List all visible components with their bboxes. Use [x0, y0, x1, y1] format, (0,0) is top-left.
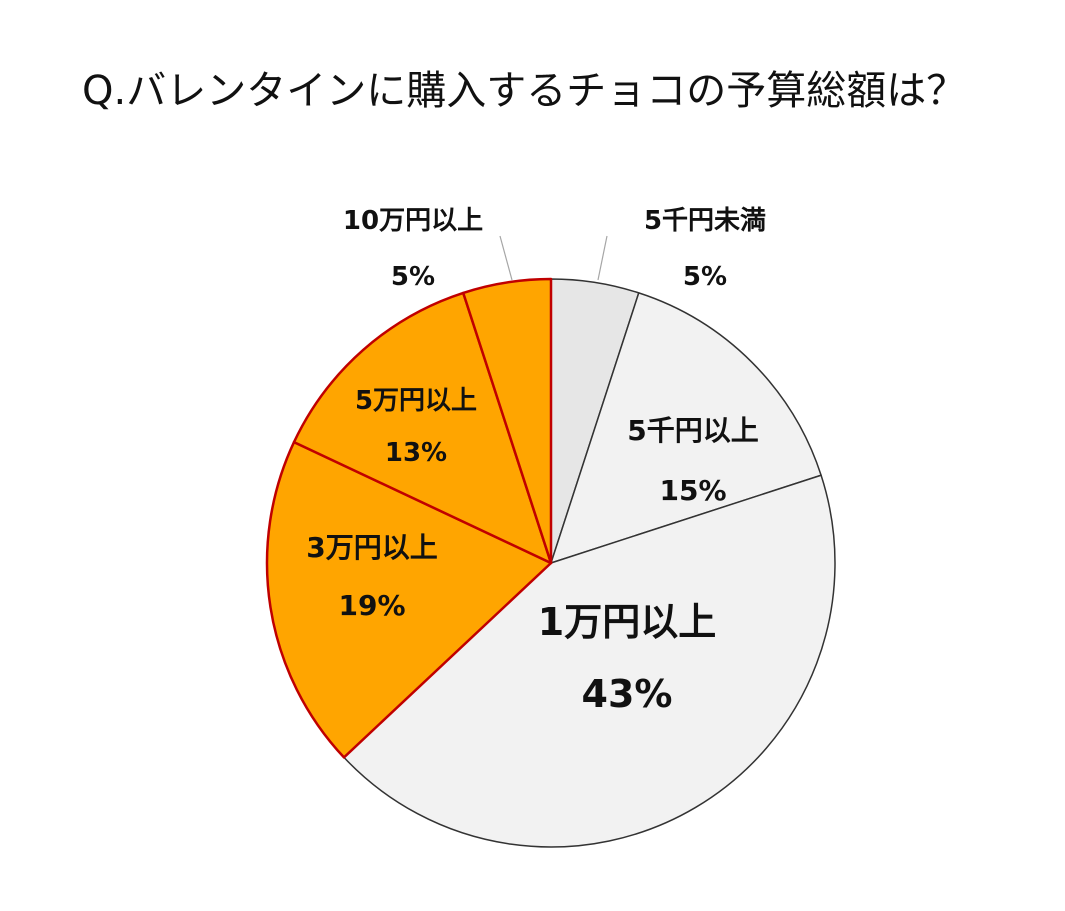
slice-label-6: 10万円以上: [343, 206, 483, 236]
chart-title: Q.バレンタインに購入するチョコの予算総額は？: [82, 68, 967, 114]
pie-slice-2: [550, 292, 822, 564]
slice-label-1: 5千円未満: [644, 206, 766, 236]
slice-percent-1: 5%: [683, 262, 727, 292]
slice-percent-4: 19%: [338, 589, 405, 622]
slice-label-4: 3万円以上: [306, 531, 437, 564]
pie-slice-5: [292, 291, 553, 565]
leader-line-6: [499, 235, 513, 281]
slice-label-3: 1万円以上: [538, 600, 716, 644]
slice-percent-5: 13%: [385, 438, 447, 468]
slice-label-2: 5千円以上: [627, 414, 758, 447]
slice-percent-2: 15%: [659, 474, 726, 507]
pie-slice-3: [343, 474, 836, 848]
pie-slice-6: [461, 277, 553, 565]
slice-label-5: 5万円以上: [355, 386, 477, 416]
slice-percent-6: 5%: [391, 262, 435, 292]
slice-percent-3: 43%: [582, 672, 673, 716]
pie-slice-4: [265, 440, 553, 759]
leader-line-1: [597, 235, 608, 281]
